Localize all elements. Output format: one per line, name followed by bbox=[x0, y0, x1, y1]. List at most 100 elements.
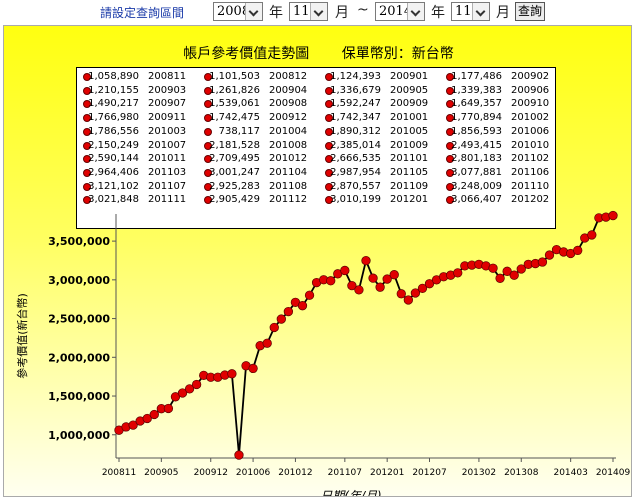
data-point bbox=[326, 276, 336, 286]
query-button[interactable]: 查詢 bbox=[515, 2, 545, 21]
y-tick-label: 1,500,000 bbox=[48, 390, 110, 403]
legend-value: 1,210,155 bbox=[88, 84, 139, 96]
to-year-select[interactable]: 2014 bbox=[375, 2, 425, 21]
legend-value: 3,021,848 bbox=[88, 194, 139, 206]
legend-marker bbox=[83, 196, 91, 205]
legend-value: 2,150,249 bbox=[88, 139, 139, 151]
data-point bbox=[537, 257, 548, 267]
legend-entry: 1,649,357 200910 bbox=[446, 98, 564, 111]
data-point bbox=[234, 450, 244, 460]
legend-marker bbox=[325, 196, 333, 205]
legend-period: 200902 bbox=[511, 71, 550, 82]
legend-marker bbox=[325, 182, 333, 191]
data-point bbox=[375, 282, 385, 292]
legend-period: 201009 bbox=[390, 139, 429, 151]
legend-value: 3,010,199 bbox=[330, 194, 381, 206]
legend-value: 1,856,593 bbox=[451, 125, 502, 137]
legend-period: 201104 bbox=[269, 166, 308, 178]
legend-marker bbox=[446, 168, 454, 177]
data-point bbox=[170, 392, 181, 402]
legend-period: 201012 bbox=[269, 153, 308, 165]
legend-value: 2,905,429 bbox=[209, 194, 260, 206]
legend-entry: 3,248,009 201110 bbox=[446, 181, 564, 194]
data-point bbox=[283, 306, 294, 317]
x-tick-label: 200905 bbox=[144, 468, 178, 478]
legend-entry: 1,058,890 200811 bbox=[83, 71, 201, 84]
legend-value: 1,742,347 bbox=[330, 112, 381, 124]
legend-marker bbox=[446, 141, 454, 150]
data-point bbox=[361, 255, 371, 266]
legend-entry: 1,766,980 200911 bbox=[83, 112, 201, 125]
data-point bbox=[347, 280, 357, 291]
legend-period: 201103 bbox=[148, 166, 187, 178]
legend-value: 1,101,503 bbox=[209, 71, 260, 82]
legend-marker bbox=[83, 114, 91, 123]
legend-marker bbox=[325, 127, 333, 136]
legend-marker bbox=[204, 86, 212, 95]
legend-period: 201202 bbox=[511, 194, 550, 206]
legend-entry: 1,539,061 200908 bbox=[204, 98, 322, 111]
legend-marker bbox=[446, 86, 454, 95]
from-month-value: 11 bbox=[293, 4, 310, 19]
x-tick-label: 201308 bbox=[504, 468, 539, 478]
legend-entry: 2,964,406 201103 bbox=[83, 167, 201, 180]
legend-marker bbox=[83, 86, 91, 95]
legend-period: 201201 bbox=[390, 194, 429, 206]
legend-entry: 2,493,415 201010 bbox=[446, 140, 564, 153]
legend-marker bbox=[204, 100, 212, 109]
line-chart: 1,000,000 1,500,000 2,000,000 2,500,000 3,00… bbox=[15, 210, 630, 496]
legend-marker bbox=[325, 86, 333, 95]
data-point bbox=[142, 413, 152, 424]
to-month-select[interactable]: 11 bbox=[451, 2, 490, 21]
legend-marker bbox=[325, 141, 333, 150]
legend-period: 201109 bbox=[390, 180, 429, 192]
data-point bbox=[368, 273, 378, 283]
legend-period: 200901 bbox=[390, 71, 429, 82]
legend-value: 3,248,009 bbox=[451, 180, 502, 192]
to-month-value: 11 bbox=[455, 4, 472, 19]
legend-period: 201011 bbox=[148, 153, 187, 165]
series-line bbox=[118, 214, 614, 456]
legend-entry: 2,987,954 201105 bbox=[325, 167, 443, 180]
legend-period: 201002 bbox=[511, 112, 550, 124]
legend-value: 2,709,495 bbox=[209, 153, 260, 165]
legend-period: 200907 bbox=[148, 98, 187, 110]
legend-marker bbox=[325, 168, 333, 177]
chart-title: 帳戶參考價值走勢圖 bbox=[183, 46, 310, 62]
legend-value: 1,770,894 bbox=[451, 112, 502, 124]
data-point bbox=[509, 270, 519, 280]
legend-period: 200811 bbox=[148, 71, 187, 82]
legend-value: 2,181,528 bbox=[209, 139, 260, 151]
legend-value: 2,870,557 bbox=[330, 180, 381, 192]
from-month-select[interactable]: 11 bbox=[289, 2, 328, 21]
from-year-select[interactable]: 2008 bbox=[213, 2, 263, 21]
legend-period: 200904 bbox=[269, 84, 308, 96]
chevron-down-icon bbox=[310, 3, 327, 20]
legend-marker bbox=[325, 100, 333, 109]
legend-marker bbox=[204, 114, 212, 123]
legend-marker bbox=[204, 155, 212, 164]
legend-entry: 1,856,593 201006 bbox=[446, 126, 564, 139]
legend-period: 201003 bbox=[148, 125, 187, 137]
legend-marker bbox=[83, 73, 91, 81]
legend-marker bbox=[446, 100, 454, 109]
y-tick-label: 2,000,000 bbox=[48, 351, 110, 364]
chart-subtitle: 保單幣別：新台幣 bbox=[341, 46, 454, 62]
y-axis-label: 參考價值(新台幣) bbox=[15, 293, 29, 379]
legend-marker bbox=[204, 141, 212, 150]
legend-period: 200906 bbox=[511, 84, 550, 96]
data-point bbox=[573, 245, 583, 256]
data-point bbox=[417, 283, 428, 294]
legend-entry: 1,339,383 200906 bbox=[446, 85, 564, 98]
legend-value: 3,001,247 bbox=[209, 166, 260, 178]
legend-entry: 1,742,475 200912 bbox=[204, 112, 322, 125]
legend-marker bbox=[325, 155, 333, 164]
legend-entry: 3,010,199 201201 bbox=[325, 194, 443, 207]
legend-marker bbox=[204, 182, 212, 191]
legend-marker bbox=[204, 73, 212, 81]
data-point bbox=[248, 363, 258, 374]
legend-value: 2,987,954 bbox=[330, 166, 381, 178]
chevron-down-icon bbox=[245, 3, 262, 20]
y-tick-label: 3,000,000 bbox=[48, 274, 110, 287]
legend-period: 200908 bbox=[269, 98, 308, 110]
